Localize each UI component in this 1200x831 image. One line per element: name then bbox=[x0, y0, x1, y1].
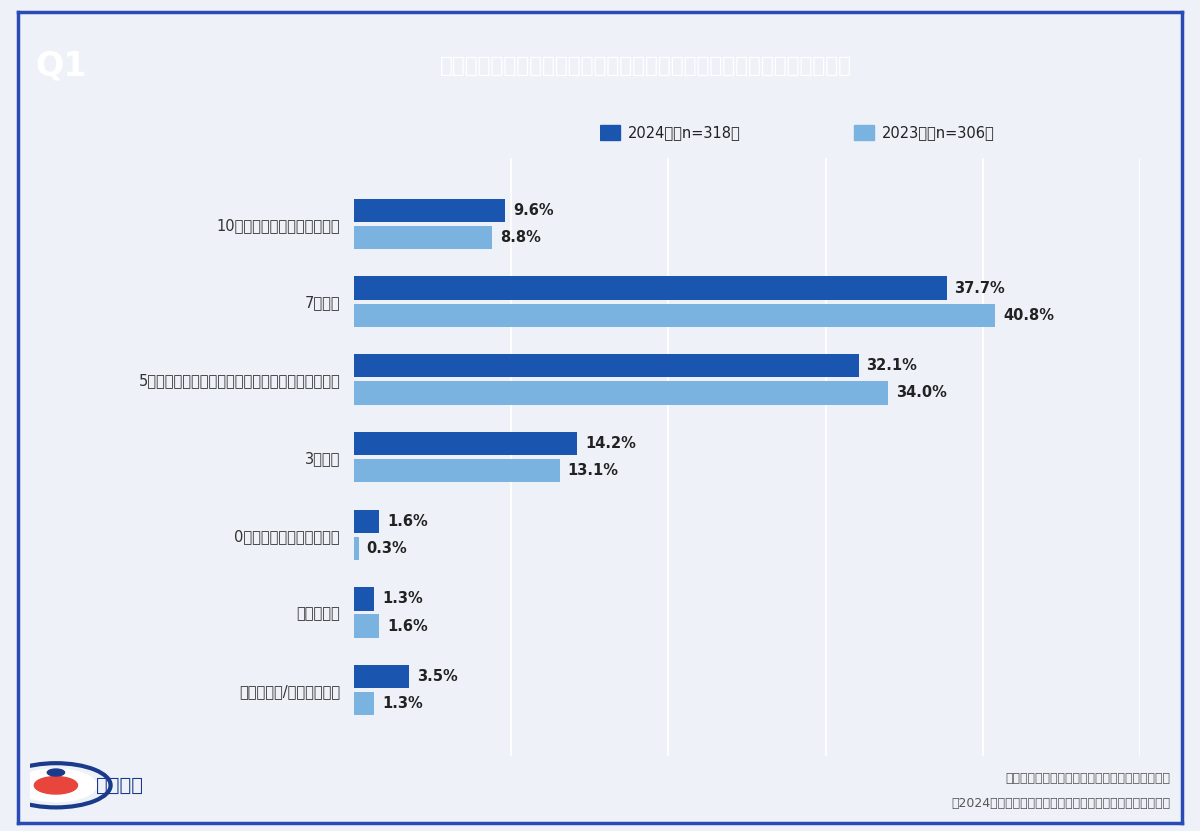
Text: 3.5%: 3.5% bbox=[416, 669, 457, 684]
Bar bbox=[354, 199, 505, 222]
Text: 9.6%: 9.6% bbox=[512, 203, 553, 218]
Bar bbox=[354, 692, 374, 715]
Bar bbox=[354, 277, 947, 300]
Text: 1.6%: 1.6% bbox=[388, 618, 427, 633]
Bar bbox=[354, 588, 374, 611]
Text: 34.0%: 34.0% bbox=[896, 386, 947, 401]
Text: お勤め先企業の社内会議でのオンライン会議の比率を教えてください。: お勤め先企業の社内会議でのオンライン会議の比率を教えてください。 bbox=[440, 57, 852, 76]
Bar bbox=[354, 303, 995, 327]
Text: 2024年（n=318）: 2024年（n=318） bbox=[629, 125, 740, 140]
Circle shape bbox=[35, 776, 78, 794]
Bar bbox=[354, 509, 379, 533]
Text: 8.8%: 8.8% bbox=[500, 230, 541, 245]
Bar bbox=[600, 125, 619, 140]
Text: Q1: Q1 bbox=[36, 50, 86, 83]
Text: 1.6%: 1.6% bbox=[388, 514, 427, 529]
Text: 13.1%: 13.1% bbox=[568, 463, 619, 478]
Bar bbox=[354, 226, 492, 249]
Bar bbox=[854, 125, 874, 140]
Text: 0.3%: 0.3% bbox=[366, 541, 407, 556]
Bar bbox=[354, 381, 888, 405]
Text: 【2024年版】大企業のオンライン会議活用に関する定点調査: 【2024年版】大企業のオンライン会議活用に関する定点調査 bbox=[950, 797, 1170, 810]
Bar bbox=[354, 614, 379, 637]
Circle shape bbox=[16, 769, 96, 802]
Bar bbox=[354, 537, 359, 560]
Text: 14.2%: 14.2% bbox=[586, 436, 636, 451]
Bar bbox=[354, 665, 409, 688]
Text: リサピー: リサピー bbox=[96, 776, 143, 794]
Bar bbox=[354, 354, 859, 377]
Bar bbox=[354, 432, 577, 455]
Text: 40.8%: 40.8% bbox=[1003, 307, 1055, 322]
Text: 1.3%: 1.3% bbox=[383, 696, 424, 711]
Circle shape bbox=[47, 769, 65, 776]
Text: 一般社団法人オンラインコミュニケーション協会: 一般社団法人オンラインコミュニケーション協会 bbox=[1006, 772, 1170, 785]
Text: 2023年（n=306）: 2023年（n=306） bbox=[882, 125, 995, 140]
Text: 1.3%: 1.3% bbox=[383, 592, 424, 607]
Bar bbox=[354, 459, 560, 482]
Text: 37.7%: 37.7% bbox=[954, 281, 1006, 296]
Text: 32.1%: 32.1% bbox=[866, 358, 917, 373]
